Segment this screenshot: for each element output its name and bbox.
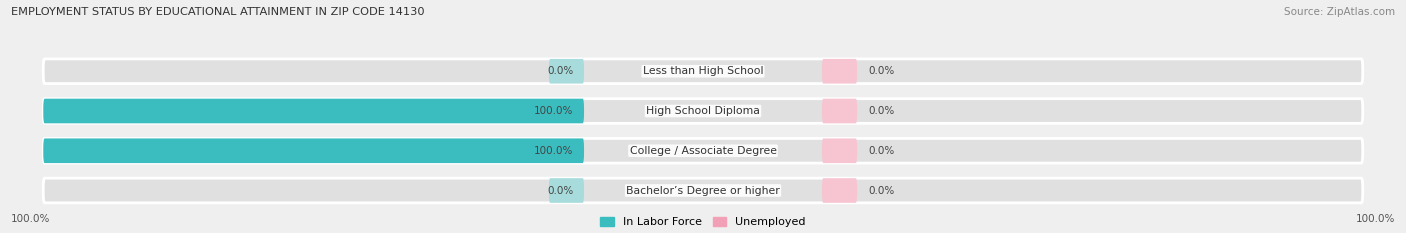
FancyBboxPatch shape bbox=[548, 178, 583, 203]
Text: Source: ZipAtlas.com: Source: ZipAtlas.com bbox=[1284, 7, 1395, 17]
Text: 0.0%: 0.0% bbox=[547, 185, 574, 195]
Text: 0.0%: 0.0% bbox=[868, 185, 894, 195]
FancyBboxPatch shape bbox=[823, 99, 858, 123]
FancyBboxPatch shape bbox=[823, 138, 858, 163]
FancyBboxPatch shape bbox=[44, 99, 583, 123]
FancyBboxPatch shape bbox=[44, 59, 1362, 84]
Text: College / Associate Degree: College / Associate Degree bbox=[630, 146, 776, 156]
Text: 0.0%: 0.0% bbox=[868, 66, 894, 76]
FancyBboxPatch shape bbox=[44, 178, 1362, 203]
Text: 0.0%: 0.0% bbox=[547, 66, 574, 76]
Text: 100.0%: 100.0% bbox=[11, 214, 51, 224]
Text: Bachelor’s Degree or higher: Bachelor’s Degree or higher bbox=[626, 185, 780, 195]
Text: 100.0%: 100.0% bbox=[534, 146, 574, 156]
FancyBboxPatch shape bbox=[823, 178, 858, 203]
Text: EMPLOYMENT STATUS BY EDUCATIONAL ATTAINMENT IN ZIP CODE 14130: EMPLOYMENT STATUS BY EDUCATIONAL ATTAINM… bbox=[11, 7, 425, 17]
Text: Less than High School: Less than High School bbox=[643, 66, 763, 76]
FancyBboxPatch shape bbox=[44, 99, 1362, 123]
FancyBboxPatch shape bbox=[44, 138, 1362, 163]
Text: 0.0%: 0.0% bbox=[868, 106, 894, 116]
FancyBboxPatch shape bbox=[44, 138, 583, 163]
Text: 100.0%: 100.0% bbox=[1355, 214, 1395, 224]
Legend: In Labor Force, Unemployed: In Labor Force, Unemployed bbox=[600, 217, 806, 227]
Text: 0.0%: 0.0% bbox=[868, 146, 894, 156]
FancyBboxPatch shape bbox=[823, 59, 858, 84]
Text: High School Diploma: High School Diploma bbox=[647, 106, 759, 116]
Text: 100.0%: 100.0% bbox=[534, 106, 574, 116]
FancyBboxPatch shape bbox=[548, 59, 583, 84]
